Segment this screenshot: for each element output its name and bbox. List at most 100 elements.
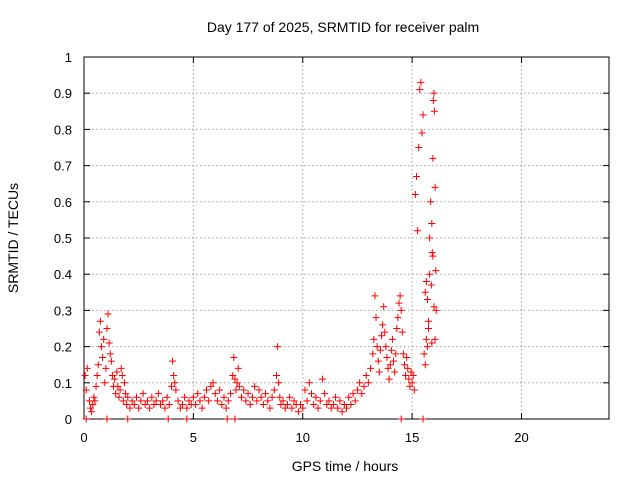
data-point — [268, 393, 276, 401]
data-point — [407, 368, 415, 376]
data-point — [419, 415, 427, 423]
data-point — [103, 415, 111, 423]
data-point — [430, 107, 438, 115]
data-point — [88, 408, 96, 416]
data-point — [135, 404, 143, 412]
y-tick-label: 0.7 — [54, 159, 72, 174]
y-tick-label: 0.8 — [54, 122, 72, 137]
data-point — [161, 404, 169, 412]
data-point — [429, 96, 437, 104]
data-point — [386, 361, 394, 369]
data-point — [323, 401, 331, 409]
data-point — [421, 361, 429, 369]
data-point — [301, 386, 309, 394]
data-point — [325, 397, 333, 405]
data-point — [382, 343, 390, 351]
data-point — [372, 314, 380, 322]
data-point — [286, 393, 294, 401]
data-point — [159, 397, 167, 405]
data-point — [379, 321, 387, 329]
data-point — [428, 339, 436, 347]
data-point — [94, 361, 102, 369]
data-point — [246, 401, 254, 409]
data-point — [216, 386, 224, 394]
data-point — [345, 393, 353, 401]
data-point — [235, 382, 243, 390]
data-point — [431, 335, 439, 343]
data-point — [336, 397, 344, 405]
data-point — [200, 393, 208, 401]
data-point — [117, 364, 125, 372]
data-point — [273, 372, 280, 380]
data-point — [93, 372, 101, 380]
y-tick-label: 1 — [65, 50, 72, 65]
data-point — [423, 296, 431, 304]
data-point — [297, 401, 305, 409]
data-point — [431, 183, 439, 191]
data-point — [222, 404, 230, 412]
data-point — [318, 375, 326, 383]
data-point — [429, 154, 437, 162]
data-point — [148, 393, 156, 401]
data-point — [213, 397, 221, 405]
data-point — [349, 390, 357, 398]
data-point — [257, 393, 265, 401]
data-point — [381, 328, 389, 336]
data-point — [163, 393, 171, 401]
data-point — [262, 390, 270, 398]
data-point — [332, 393, 340, 401]
data-point — [218, 401, 226, 409]
data-point — [185, 397, 193, 405]
y-tick-label: 0.6 — [54, 195, 72, 210]
data-point — [122, 390, 130, 398]
data-point — [277, 401, 285, 409]
data-point — [211, 390, 219, 398]
data-points — [81, 78, 440, 423]
data-point — [378, 332, 385, 340]
data-point — [385, 375, 393, 383]
data-point — [209, 379, 217, 387]
data-point — [146, 404, 154, 412]
data-point — [393, 325, 401, 332]
data-point — [404, 364, 412, 372]
data-point — [416, 86, 424, 94]
data-point — [314, 404, 322, 412]
data-point — [108, 372, 116, 380]
data-point — [312, 393, 320, 401]
data-point — [327, 404, 335, 412]
data-point — [99, 353, 107, 361]
data-point — [164, 415, 172, 423]
data-point — [203, 386, 210, 394]
y-tick-label: 0.1 — [54, 376, 72, 391]
data-point — [119, 397, 127, 405]
data-point — [124, 415, 132, 423]
data-point — [334, 404, 342, 412]
data-point — [253, 397, 261, 405]
data-point — [251, 382, 259, 390]
data-point — [240, 386, 248, 394]
data-point — [384, 364, 392, 372]
data-point — [89, 401, 97, 409]
data-point — [421, 288, 429, 296]
data-point — [154, 390, 162, 398]
data-point — [242, 397, 250, 405]
y-tick-label: 0.3 — [54, 303, 72, 318]
data-point — [428, 248, 436, 256]
grid — [84, 57, 609, 419]
data-point — [396, 292, 404, 300]
data-point — [103, 325, 111, 332]
data-point — [340, 401, 348, 409]
data-point — [351, 397, 359, 405]
data-point — [165, 401, 173, 409]
data-point — [376, 346, 384, 354]
data-point — [358, 390, 366, 398]
data-point — [276, 393, 284, 401]
y-tick-label: 0.9 — [54, 86, 72, 101]
data-point — [308, 390, 315, 398]
data-point — [232, 386, 240, 394]
data-point — [373, 343, 381, 351]
data-point — [150, 401, 158, 409]
data-point — [432, 267, 440, 275]
data-point — [181, 393, 189, 401]
data-point — [429, 252, 437, 260]
